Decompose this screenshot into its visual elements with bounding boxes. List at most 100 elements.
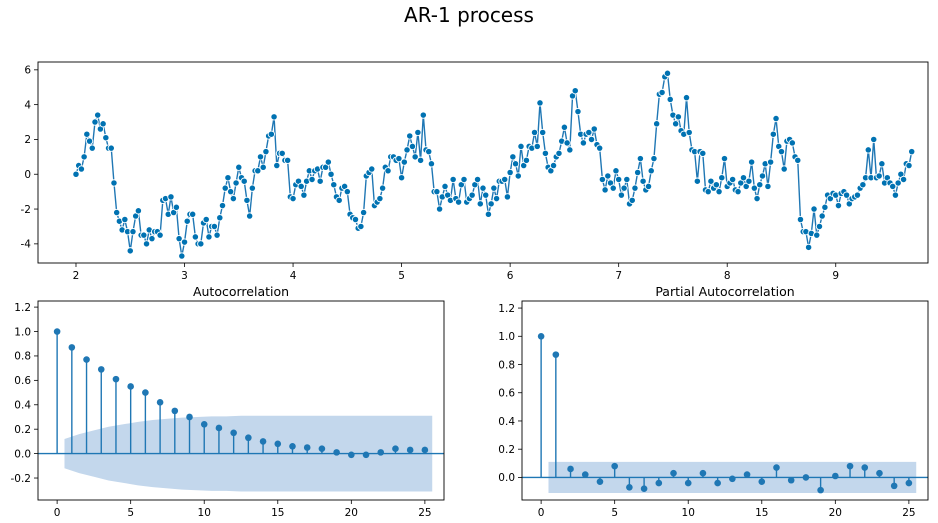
data-point xyxy=(224,174,232,182)
y-tick-label: 0.0 xyxy=(14,448,31,460)
data-point xyxy=(435,205,444,213)
axes-title: Partial Autocorrelation xyxy=(655,284,794,299)
figure-title: AR-1 process xyxy=(404,3,534,27)
stem-marker xyxy=(876,469,883,477)
data-point xyxy=(102,134,110,142)
data-point xyxy=(617,191,626,199)
data-point xyxy=(560,123,569,131)
stem-marker xyxy=(626,483,633,491)
y-tick-label: 1.0 xyxy=(14,326,31,338)
stem-marker xyxy=(552,351,560,358)
data-point xyxy=(308,175,316,184)
x-tick-label: 2 xyxy=(73,270,80,282)
y-tick-label: 0.4 xyxy=(14,400,31,412)
data-point xyxy=(476,200,484,208)
data-point xyxy=(80,153,88,161)
data-point xyxy=(289,194,297,203)
x-tick-label: 3 xyxy=(181,270,188,282)
data-point xyxy=(259,163,267,171)
stem-marker xyxy=(318,445,326,453)
data-point xyxy=(745,177,753,185)
data-point xyxy=(110,179,118,187)
stem-marker xyxy=(68,344,76,351)
x-tick-label: 25 xyxy=(902,507,915,519)
data-point xyxy=(631,184,639,192)
data-point xyxy=(517,142,525,151)
data-point xyxy=(77,165,86,173)
stem-marker xyxy=(640,485,648,493)
data-point xyxy=(566,146,574,154)
data-point xyxy=(674,113,683,121)
data-point xyxy=(853,191,862,199)
y-tick-label: 0.0 xyxy=(498,472,515,484)
data-point xyxy=(433,187,441,196)
data-point xyxy=(699,149,707,158)
stem-marker xyxy=(186,413,193,421)
y-tick-label: 4 xyxy=(24,99,31,111)
stem-marker xyxy=(832,472,839,480)
stem-marker xyxy=(611,462,618,470)
y-tick-label: 1.2 xyxy=(14,302,31,314)
stem-marker xyxy=(97,366,105,373)
data-point xyxy=(628,196,636,205)
data-point xyxy=(324,158,332,166)
data-point xyxy=(330,181,338,189)
axes-title: Autocorrelation xyxy=(193,284,289,299)
data-point xyxy=(501,175,509,184)
data-point xyxy=(72,170,80,178)
partial-autocorrelation-plot: Partial Autocorrelation 0 5 10 15 20 25 0.0 0.2 0… xyxy=(498,284,929,519)
data-point xyxy=(533,142,541,151)
data-point xyxy=(747,158,756,166)
y-tick-label: 1.0 xyxy=(498,331,515,343)
data-point xyxy=(541,149,550,158)
stem-marker xyxy=(581,471,589,478)
stem-marker xyxy=(905,479,913,487)
data-point xyxy=(384,167,392,175)
data-point xyxy=(891,191,900,199)
data-point xyxy=(454,198,463,206)
stem-marker xyxy=(729,475,736,483)
data-point xyxy=(283,156,292,164)
ar1-timeseries-plot: 2 3 4 5 6 7 8 9 -4 -2 0 2 4 6 xyxy=(21,61,929,282)
data-point xyxy=(490,184,498,192)
data-point xyxy=(672,120,680,128)
data-point xyxy=(107,144,115,152)
data-point xyxy=(596,144,604,152)
data-point xyxy=(571,87,579,95)
data-point xyxy=(357,222,365,231)
stem-marker xyxy=(670,469,677,477)
x-tick-label: 15 xyxy=(755,507,768,519)
x-tick-label: 4 xyxy=(290,270,297,282)
data-point xyxy=(604,172,612,180)
data-point xyxy=(864,146,872,154)
stem-marker xyxy=(348,451,355,459)
data-point xyxy=(425,147,433,156)
data-point xyxy=(189,210,197,218)
stem-marker xyxy=(787,476,795,484)
stem-marker xyxy=(817,486,824,494)
stem-marker xyxy=(421,446,429,454)
data-point xyxy=(728,175,737,184)
data-point xyxy=(175,234,183,243)
stem-marker xyxy=(802,474,810,481)
data-point xyxy=(492,194,501,203)
stem-marker xyxy=(392,445,399,453)
data-point xyxy=(245,212,254,220)
stem-marker xyxy=(406,446,414,454)
stem-marker xyxy=(245,434,252,442)
data-point xyxy=(403,146,411,154)
data-point xyxy=(764,182,772,191)
stem-marker xyxy=(773,464,780,471)
y-tick-label: -0.2 xyxy=(11,473,32,485)
stem-marker xyxy=(537,332,545,340)
stem-marker xyxy=(171,407,179,415)
data-point xyxy=(766,158,775,166)
y-tick-label: -2 xyxy=(21,204,31,216)
data-point xyxy=(813,231,821,239)
stem-marker xyxy=(289,442,296,450)
data-point xyxy=(351,215,360,224)
data-point xyxy=(427,160,436,168)
stem-marker xyxy=(333,449,340,456)
axes-frame xyxy=(521,300,929,501)
